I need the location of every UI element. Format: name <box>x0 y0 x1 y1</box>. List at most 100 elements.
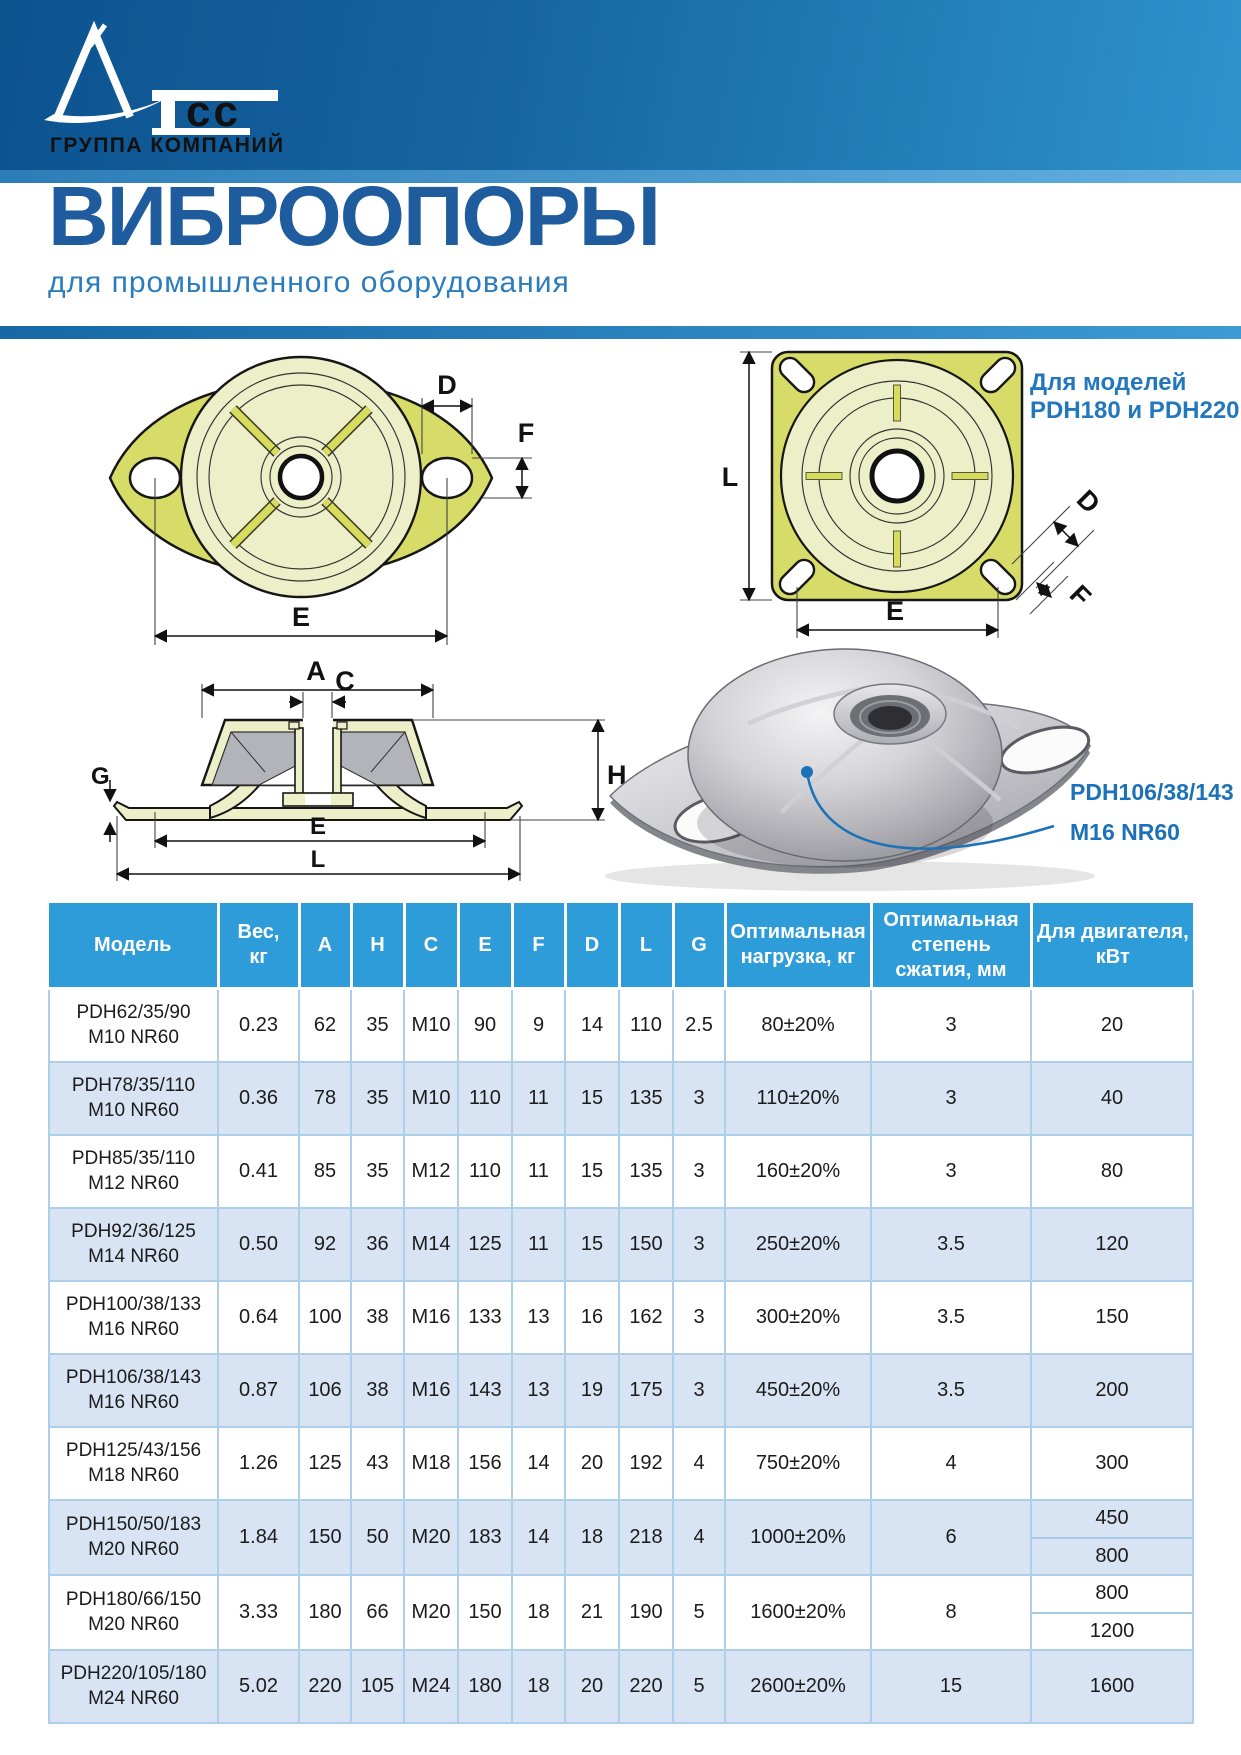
model-cell: PDH78/35/110 M10 NR60 <box>48 1061 219 1136</box>
value-cell: 150 <box>457 1574 513 1651</box>
value-cell: 1000±20% <box>724 1499 872 1576</box>
dome-ring <box>208 384 394 570</box>
value-cell: 43 <box>350 1426 405 1501</box>
value-cell: M10 <box>403 1061 459 1136</box>
value-cell: 0.50 <box>217 1207 300 1282</box>
center-hole <box>869 448 925 504</box>
model-cell: PDH125/43/156 M18 NR60 <box>48 1426 219 1501</box>
diagonal-dims: D F <box>1011 484 1106 615</box>
center-bushing <box>282 718 354 807</box>
value-cell: 2.5 <box>672 987 726 1063</box>
value-cell: 0.23 <box>217 987 300 1063</box>
value-cell: 38 <box>350 1353 405 1428</box>
value-cell: 3 <box>870 1061 1032 1136</box>
value-cell: 450±20% <box>724 1353 872 1428</box>
figure-square-top-view: L E D F Для моделей PDH180 и PDH220 <box>722 350 1240 638</box>
value-cell: 20 <box>564 1649 620 1724</box>
spec-table: Модель Вес, кг A H C E F D L G Оптимальная нагрузка,… <box>48 903 1194 1724</box>
figure-cross-section: A C H G E L <box>91 656 627 881</box>
dome-ring <box>196 372 406 582</box>
thread-ring <box>859 700 921 734</box>
dome-ring <box>801 380 993 572</box>
square-note-line1: Для моделей <box>1030 369 1186 396</box>
value-cell: 4 <box>672 1426 726 1501</box>
value-cell: 150 <box>618 1207 674 1282</box>
title-block: ВИБРООПОРЫ для промышленного оборудовани… <box>48 174 661 300</box>
value-cell: 218 <box>618 1499 674 1576</box>
table-row: PDH150/50/183 M20 NR60 1.84 150 50 M20 183 14 18… <box>48 1499 1194 1576</box>
value-cell: 0.64 <box>217 1280 300 1355</box>
dim-label-f: F <box>518 418 535 448</box>
col-header-4: C <box>404 903 460 990</box>
value-cell: 135 <box>618 1061 674 1136</box>
tss-logo: cc ГРУППА КОМПАНИЙ <box>44 20 285 157</box>
value-cell: 100 <box>298 1280 352 1355</box>
col-header-0: Модель <box>49 903 220 990</box>
value-cell: 3 <box>672 1134 726 1209</box>
value-cell: 220 <box>298 1649 352 1724</box>
page-subtitle: для промышленного оборудования <box>48 266 570 299</box>
value-cell: 125 <box>298 1426 352 1501</box>
value-cell: 110±20% <box>724 1061 872 1136</box>
value-cell: M12 <box>403 1134 459 1209</box>
value-cell: 125 <box>457 1207 513 1282</box>
value-cell: 78 <box>298 1061 352 1136</box>
value-cell: 3 <box>672 1353 726 1428</box>
value-cell: 110 <box>618 987 674 1063</box>
value-cell: 66 <box>350 1574 405 1651</box>
value-cell: 18 <box>511 1574 566 1651</box>
value-cell: 9 <box>511 987 566 1063</box>
value-cell: 3.5 <box>870 1353 1032 1428</box>
value-cell: 5 <box>672 1574 726 1651</box>
logo-tagline: ГРУППА КОМПАНИЙ <box>50 133 285 157</box>
value-cell: 11 <box>511 1061 566 1136</box>
value-cell: 20 <box>564 1426 620 1501</box>
logo-brand-cc: cc <box>186 87 241 136</box>
value-cell: 750±20% <box>724 1426 872 1501</box>
value-cell: 300±20% <box>724 1280 872 1355</box>
table-row: PDH125/43/156 M18 NR60 1.26 125 43 M18 156 14 20… <box>48 1426 1194 1501</box>
value-cell: 110 <box>457 1061 513 1136</box>
model-cell: PDH180/66/150 M20 NR60 <box>48 1574 219 1651</box>
header-band: cc ГРУППА КОМПАНИЙ <box>0 0 1241 170</box>
value-cell: 183 <box>457 1499 513 1576</box>
value-cell: 143 <box>457 1353 513 1428</box>
dim-label-e: E <box>310 813 326 840</box>
dim-label-l: L <box>311 846 326 873</box>
value-cell: 2600±20% <box>724 1649 872 1724</box>
value-cell: 19 <box>564 1353 620 1428</box>
value-cell: 11 <box>511 1134 566 1209</box>
value-cell: 192 <box>618 1426 674 1501</box>
logo-swoosh <box>44 94 174 123</box>
value-cell: 156 <box>457 1426 513 1501</box>
dim-label-l: L <box>722 462 739 492</box>
value-cell: 18 <box>511 1649 566 1724</box>
value-cell: M16 <box>403 1353 459 1428</box>
value-cell: 35 <box>350 987 405 1063</box>
value-cell: 6 <box>870 1499 1032 1576</box>
value-cell: 18 <box>564 1499 620 1576</box>
value-cell: 3 <box>870 1134 1032 1209</box>
photo-shadow <box>605 861 1095 891</box>
motor-cell: 200 <box>1030 1353 1194 1428</box>
value-cell: 15 <box>564 1061 620 1136</box>
value-cell: 150 <box>298 1499 352 1576</box>
photo-callout-line2: M16 NR60 <box>1070 819 1180 845</box>
value-cell: 110 <box>457 1134 513 1209</box>
center-ring <box>849 428 945 524</box>
motor-cell: 1600 <box>1030 1649 1194 1724</box>
value-cell: 175 <box>618 1353 674 1428</box>
motor-cell: 120 <box>1030 1207 1194 1282</box>
value-cell: 3 <box>870 987 1032 1063</box>
value-cell: 36 <box>350 1207 405 1282</box>
value-cell: 38 <box>350 1280 405 1355</box>
value-cell: 180 <box>298 1574 352 1651</box>
value-cell: 4 <box>870 1426 1032 1501</box>
value-cell: 105 <box>350 1649 405 1724</box>
logo-t-stem <box>161 90 175 135</box>
col-header-6: F <box>512 903 567 990</box>
value-cell: 1.84 <box>217 1499 300 1576</box>
table-row: PDH62/35/90 M10 NR60 0.23 62 35 M10 90 9 14 110 2.… <box>48 987 1194 1063</box>
dome-ridges <box>746 685 1020 814</box>
